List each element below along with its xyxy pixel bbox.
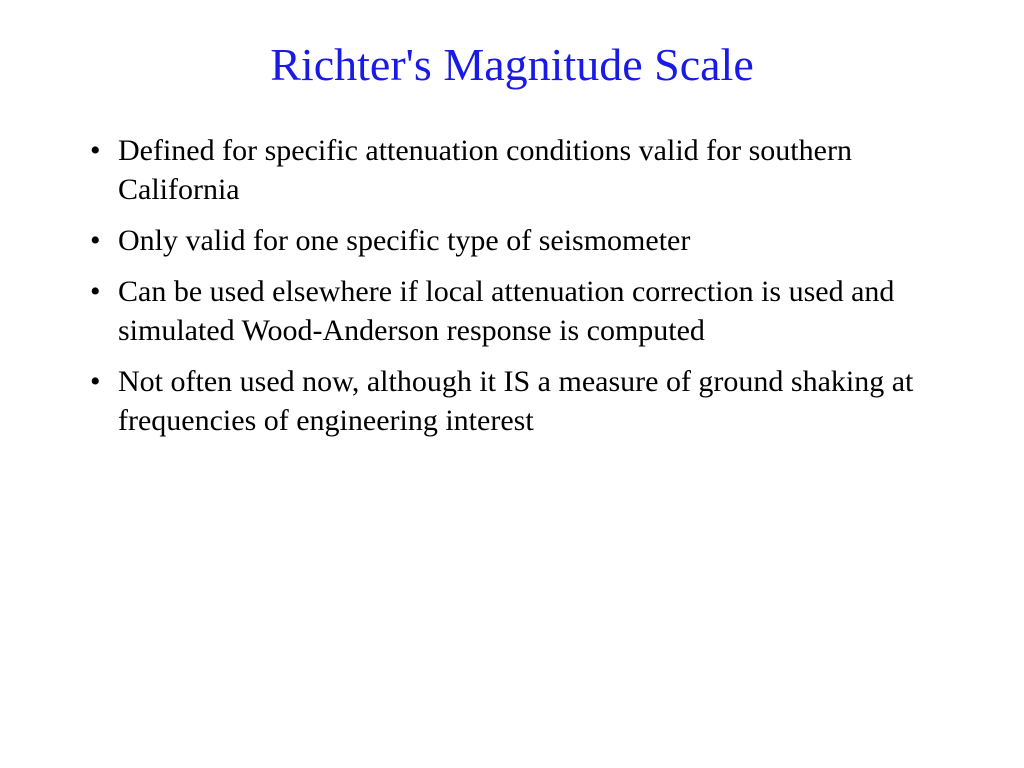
bullet-item: Not often used now, although it IS a mea… — [90, 362, 964, 440]
bullet-item: Only valid for one specific type of seis… — [90, 221, 964, 260]
bullet-list: Defined for specific attenuation conditi… — [60, 131, 964, 440]
bullet-item: Defined for specific attenuation conditi… — [90, 131, 964, 209]
bullet-item: Can be used elsewhere if local attenuati… — [90, 272, 964, 350]
slide-container: Richter's Magnitude Scale Defined for sp… — [0, 0, 1024, 768]
slide-title: Richter's Magnitude Scale — [60, 38, 964, 91]
